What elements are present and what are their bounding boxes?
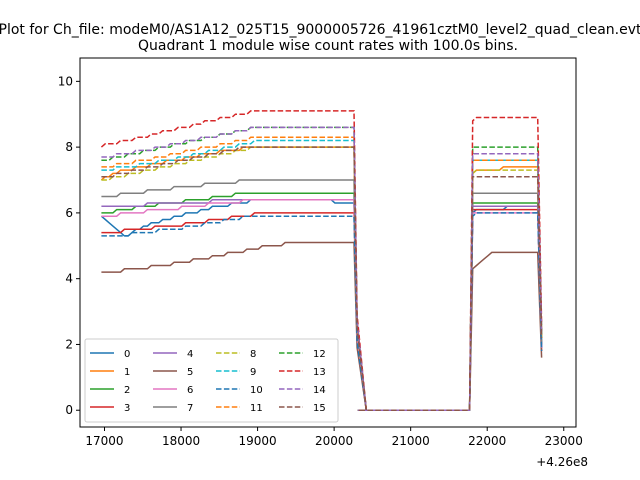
- y-tick-label: 10: [58, 74, 73, 88]
- x-tick-label: 20000: [315, 434, 353, 448]
- x-offset-label: +4.26e8: [536, 455, 588, 469]
- legend-label: 1: [124, 367, 130, 378]
- chart-title: Quadrant 1 module wise count rates with …: [138, 38, 518, 54]
- series-line-3: [101, 208, 543, 411]
- legend-label: 10: [250, 385, 263, 396]
- series-line-5: [101, 241, 543, 411]
- legend-label: 2: [124, 385, 130, 396]
- legend-label: 14: [313, 385, 326, 396]
- legend-label: 6: [187, 385, 193, 396]
- y-tick-label: 2: [65, 337, 73, 351]
- y-tick-label: 0: [65, 403, 73, 417]
- legend-label: 9: [250, 367, 256, 378]
- y-axis: 0 2 4 6 8 10: [58, 74, 80, 417]
- plot-frame: [79, 57, 577, 428]
- file-title: Plot for Ch_file: modeM0/AS1A12_025T15_9…: [0, 22, 640, 38]
- legend-label: 13: [313, 367, 326, 378]
- x-tick-label: 18000: [162, 434, 200, 448]
- x-tick-label: 19000: [238, 434, 276, 448]
- series-lines: [100, 110, 543, 411]
- x-axis: 17000 18000 19000 20000 21000 22000 23000: [85, 427, 583, 448]
- legend-box: [84, 338, 339, 423]
- legend-label: 7: [187, 403, 193, 414]
- legend-label: 15: [313, 403, 326, 414]
- y-tick-label: 8: [65, 140, 73, 154]
- x-tick-label: 22000: [468, 434, 506, 448]
- legend-label: 4: [187, 349, 193, 360]
- series-line-14: [101, 126, 543, 411]
- legend-label: 11: [250, 403, 263, 414]
- legend-label: 0: [124, 349, 130, 360]
- x-tick-label: 21000: [392, 434, 430, 448]
- legend-label: 12: [313, 349, 326, 360]
- x-tick-label: 23000: [545, 434, 583, 448]
- series-line-10: [101, 212, 543, 411]
- x-tick-label: 17000: [85, 434, 123, 448]
- legend-label: 8: [250, 349, 256, 360]
- series-line-7: [101, 179, 543, 411]
- legend-label: 3: [124, 403, 130, 414]
- series-line-15: [101, 146, 543, 411]
- y-tick-label: 4: [65, 272, 73, 286]
- y-tick-label: 6: [65, 206, 73, 220]
- series-line-13: [100, 110, 543, 411]
- series-line-11: [101, 136, 543, 411]
- legend-label: 5: [187, 367, 193, 378]
